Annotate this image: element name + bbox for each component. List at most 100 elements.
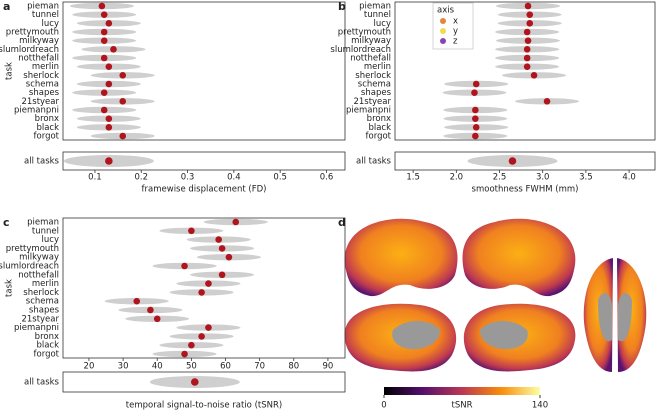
median-dot	[190, 378, 199, 386]
median-dot	[105, 115, 113, 122]
y-axis-label: task	[5, 62, 15, 80]
task-label: slumlordreach	[330, 45, 391, 55]
median-dot	[133, 297, 141, 305]
task-label: notthefall	[18, 54, 59, 64]
median-dot	[100, 37, 108, 44]
task-label: pieman	[27, 2, 59, 12]
median-dot	[472, 124, 480, 131]
task-label: sherlock	[23, 288, 59, 298]
median-dot	[100, 28, 108, 36]
x-tick-label: 90	[323, 362, 334, 372]
median-dot	[181, 350, 188, 358]
task-label: shapes	[361, 88, 392, 98]
task-label: schema	[26, 80, 59, 90]
axes-frame	[62, 1, 346, 141]
task-label: sherlock	[23, 71, 59, 81]
median-dot	[524, 37, 532, 44]
median-dot	[147, 306, 154, 314]
legend-title: axis	[437, 6, 455, 16]
median-dot	[98, 2, 106, 10]
median-dot	[523, 54, 531, 62]
panel-label: d	[338, 216, 346, 229]
median-dot	[205, 280, 212, 287]
task-label: slumlordreach	[0, 45, 59, 55]
axes-frame	[62, 151, 346, 171]
median-dot	[153, 315, 161, 323]
panel-label: a	[3, 0, 10, 13]
task-label: merlin	[364, 62, 391, 72]
median-dot	[523, 46, 531, 53]
axes-frame	[62, 217, 346, 359]
task-label: bronx	[35, 114, 59, 124]
x-axis-label: framewise displacement (FD)	[142, 185, 267, 195]
median-dot	[198, 333, 205, 340]
task-label: prettymouth	[6, 28, 59, 38]
y-axis-label: task	[5, 279, 15, 297]
median-dot	[526, 11, 534, 18]
task-label: notthefall	[18, 270, 59, 280]
median-dot	[188, 227, 195, 235]
task-label: schema	[358, 80, 391, 90]
task-label: slumlordreach	[0, 262, 59, 272]
median-dot	[119, 132, 127, 140]
task-label: shapes	[29, 88, 60, 98]
median-dot	[100, 106, 108, 114]
median-dot	[205, 324, 212, 331]
task-label: 21styear	[21, 97, 59, 107]
task-label: bronx	[367, 114, 391, 124]
median-dot	[523, 63, 531, 70]
task-label: black	[36, 341, 59, 351]
median-dot	[188, 341, 195, 349]
x-tick-label: 0.3	[181, 173, 195, 183]
task-label: milkyway	[19, 36, 59, 46]
task-label: 21styear	[353, 97, 391, 107]
x-tick-label: 3.0	[536, 173, 550, 183]
task-label: piemanpni	[346, 106, 391, 116]
x-axis-label: temporal signal-to-noise ratio (tSNR)	[126, 401, 282, 411]
summary-label: all tasks	[24, 378, 60, 388]
task-label: lucy	[374, 19, 391, 29]
x-tick-label: 40	[152, 362, 163, 372]
task-label: prettymouth	[338, 28, 391, 38]
task-label: merlin	[32, 279, 59, 289]
median-dot	[100, 89, 108, 96]
median-dot	[543, 98, 551, 105]
median-dot	[119, 72, 127, 79]
x-tick-label: 0.1	[88, 173, 102, 183]
x-tick-label: 0.4	[227, 173, 241, 183]
axes-frame	[394, 1, 656, 141]
task-label: lucy	[42, 19, 59, 29]
median-dot	[218, 245, 226, 252]
median-dot	[110, 46, 117, 53]
median-dot	[471, 89, 478, 96]
median-dot	[215, 236, 222, 243]
task-label: milkyway	[351, 36, 391, 46]
x-tick-label: 2.5	[493, 173, 507, 183]
task-label: pieman	[359, 2, 391, 12]
task-label: sherlock	[355, 71, 391, 81]
median-dot	[105, 20, 113, 27]
task-label: notthefall	[350, 54, 391, 64]
axes-frame	[394, 151, 656, 171]
panel-label: b	[338, 0, 346, 13]
median-dot	[526, 20, 534, 27]
task-label: prettymouth	[6, 244, 59, 254]
x-tick-label: 30	[118, 362, 129, 372]
median-dot	[218, 271, 226, 279]
brain-views	[344, 218, 647, 372]
summary-label: all tasks	[24, 157, 60, 167]
task-label: tunnel	[32, 226, 59, 236]
legend-box	[432, 2, 474, 50]
x-tick-label: 70	[254, 362, 265, 372]
task-label: tunnel	[32, 10, 59, 20]
median-dot	[524, 2, 532, 10]
x-tick-label: 60	[220, 362, 231, 372]
x-tick-label: 80	[288, 362, 299, 372]
median-dot	[472, 132, 479, 140]
x-tick-label: 0.2	[134, 173, 148, 183]
x-tick-label: 0.6	[320, 173, 334, 183]
task-label: piemanpni	[14, 106, 59, 116]
axes-frame	[62, 371, 346, 393]
median-dot	[105, 63, 113, 70]
task-label: tunnel	[364, 10, 391, 20]
